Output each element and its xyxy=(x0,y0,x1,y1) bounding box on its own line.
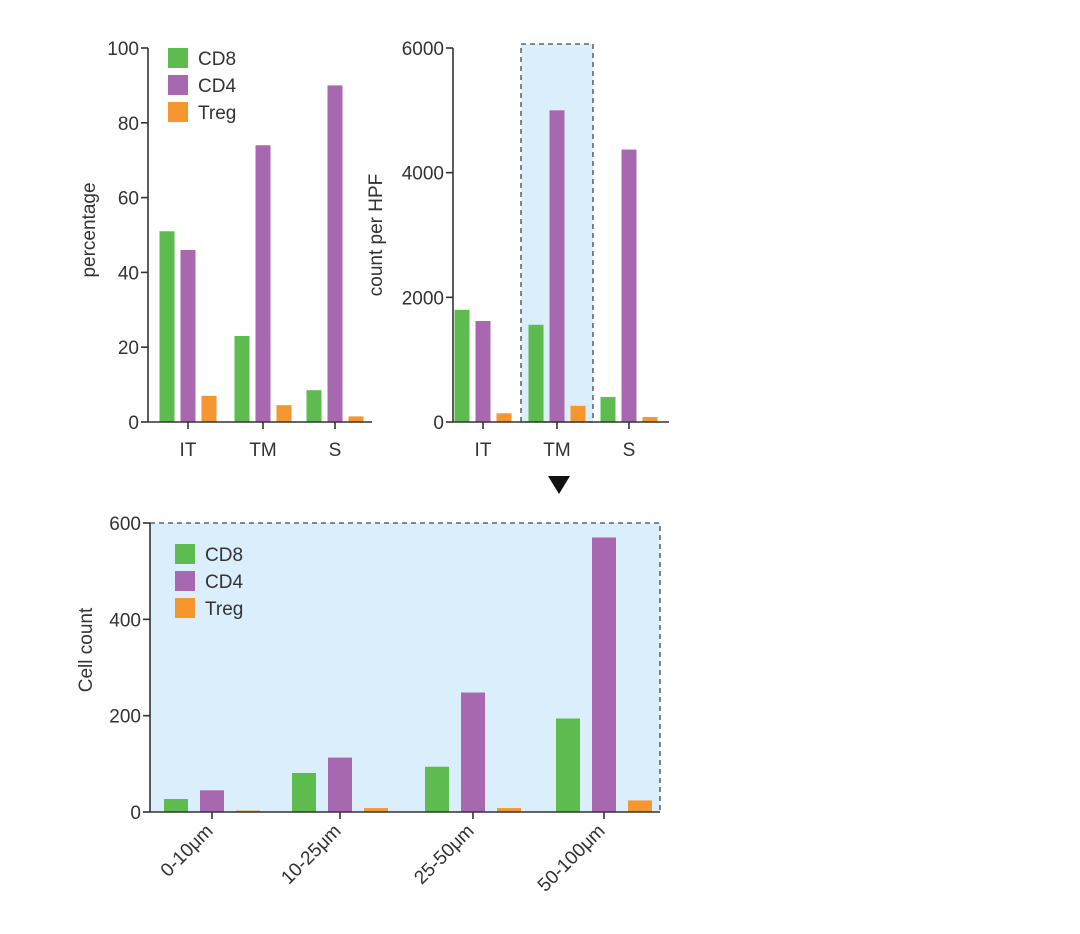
bar-cd8-1 xyxy=(234,335,250,422)
bar-cd8-2 xyxy=(425,766,449,812)
bar-cd8-2 xyxy=(306,390,322,422)
legend-swatch-cd4 xyxy=(168,75,188,95)
x-tick-label: TM xyxy=(249,440,276,461)
bar-treg-3 xyxy=(628,800,652,812)
y-tick-label: 0 xyxy=(433,413,444,434)
bar-cd4-0 xyxy=(180,249,196,422)
bar-treg-2 xyxy=(642,417,658,422)
bar-cd4-1 xyxy=(255,145,271,423)
legend-label-cd8: CD8 xyxy=(198,49,236,70)
bar-cd8-1 xyxy=(292,772,316,812)
bar-cd8-1 xyxy=(528,324,544,422)
bar-cd4-2 xyxy=(621,149,637,422)
x-tick-label: S xyxy=(623,440,636,461)
chart-cellcount: 0 200 400 600 0-10μm 10-25μm 25-50μm 50-100μm Ce… xyxy=(76,514,661,897)
down-triangle-icon xyxy=(548,476,570,494)
legend-swatch-treg xyxy=(175,598,195,618)
legend-label-treg: Treg xyxy=(205,599,243,620)
y-tick-label: 6000 xyxy=(402,39,444,60)
legend-swatch-cd8 xyxy=(168,48,188,68)
bar-treg-0 xyxy=(496,413,512,422)
y-tick-label: 20 xyxy=(118,338,139,359)
x-tick-label: IT xyxy=(180,440,197,461)
y-axis-title: percentage xyxy=(79,182,100,277)
bar-cd8-0 xyxy=(164,798,188,812)
bar-cd4-3 xyxy=(592,537,616,812)
bar-cd4-1 xyxy=(549,110,565,422)
bar-cd8-0 xyxy=(159,231,175,422)
bar-treg-1 xyxy=(364,808,388,812)
x-tick-label: IT xyxy=(475,440,492,461)
legend-label-treg: Treg xyxy=(198,103,236,124)
y-tick-label: 4000 xyxy=(402,164,444,185)
bar-cd8-3 xyxy=(556,718,580,812)
bar-treg-1 xyxy=(276,405,292,422)
x-tick-label: S xyxy=(329,440,342,461)
bar-cd4-1 xyxy=(328,757,352,812)
highlight-background xyxy=(150,523,660,812)
bar-cd4-2 xyxy=(461,692,485,812)
legend: CD8 CD4 Treg xyxy=(168,48,236,124)
y-axis-title: count per HPF xyxy=(366,174,387,297)
bar-cd4-2 xyxy=(327,85,343,423)
y-tick-label: 400 xyxy=(109,610,141,631)
y-tick-label: 600 xyxy=(109,514,141,535)
bar-cd8-0 xyxy=(454,309,470,422)
y-tick-label: 100 xyxy=(107,39,139,60)
y-tick-label: 80 xyxy=(118,114,139,135)
bar-treg-0 xyxy=(201,395,217,422)
x-tick-label: 10-25μm xyxy=(277,821,345,889)
y-tick-label: 2000 xyxy=(402,288,444,309)
y-axis-title: Cell count xyxy=(76,607,97,692)
x-tick-label: 50-100μm xyxy=(534,821,610,897)
bar-cd8-2 xyxy=(600,397,616,422)
x-tick-label: TM xyxy=(543,440,570,461)
bar-treg-2 xyxy=(497,808,521,812)
legend-label-cd4: CD4 xyxy=(198,76,236,97)
bar-treg-1 xyxy=(570,405,586,422)
y-tick-label: 0 xyxy=(130,803,141,824)
bar-treg-2 xyxy=(348,416,364,422)
y-tick-label: 200 xyxy=(109,707,141,728)
y-tick-label: 0 xyxy=(128,413,139,434)
legend-label-cd8: CD8 xyxy=(205,545,243,566)
legend-swatch-cd4 xyxy=(175,571,195,591)
x-tick-label: 25-50μm xyxy=(410,821,478,889)
legend-label-cd4: CD4 xyxy=(205,572,243,593)
legend-swatch-treg xyxy=(168,102,188,122)
legend-swatch-cd8 xyxy=(175,544,195,564)
legend: CD8 CD4 Treg xyxy=(175,544,243,620)
bar-cd4-0 xyxy=(200,790,224,812)
x-tick-label: 0-10μm xyxy=(157,821,218,882)
y-tick-label: 60 xyxy=(118,189,139,210)
highlight-border xyxy=(150,522,661,812)
bar-cd4-0 xyxy=(475,321,491,422)
y-tick-label: 40 xyxy=(118,263,139,284)
